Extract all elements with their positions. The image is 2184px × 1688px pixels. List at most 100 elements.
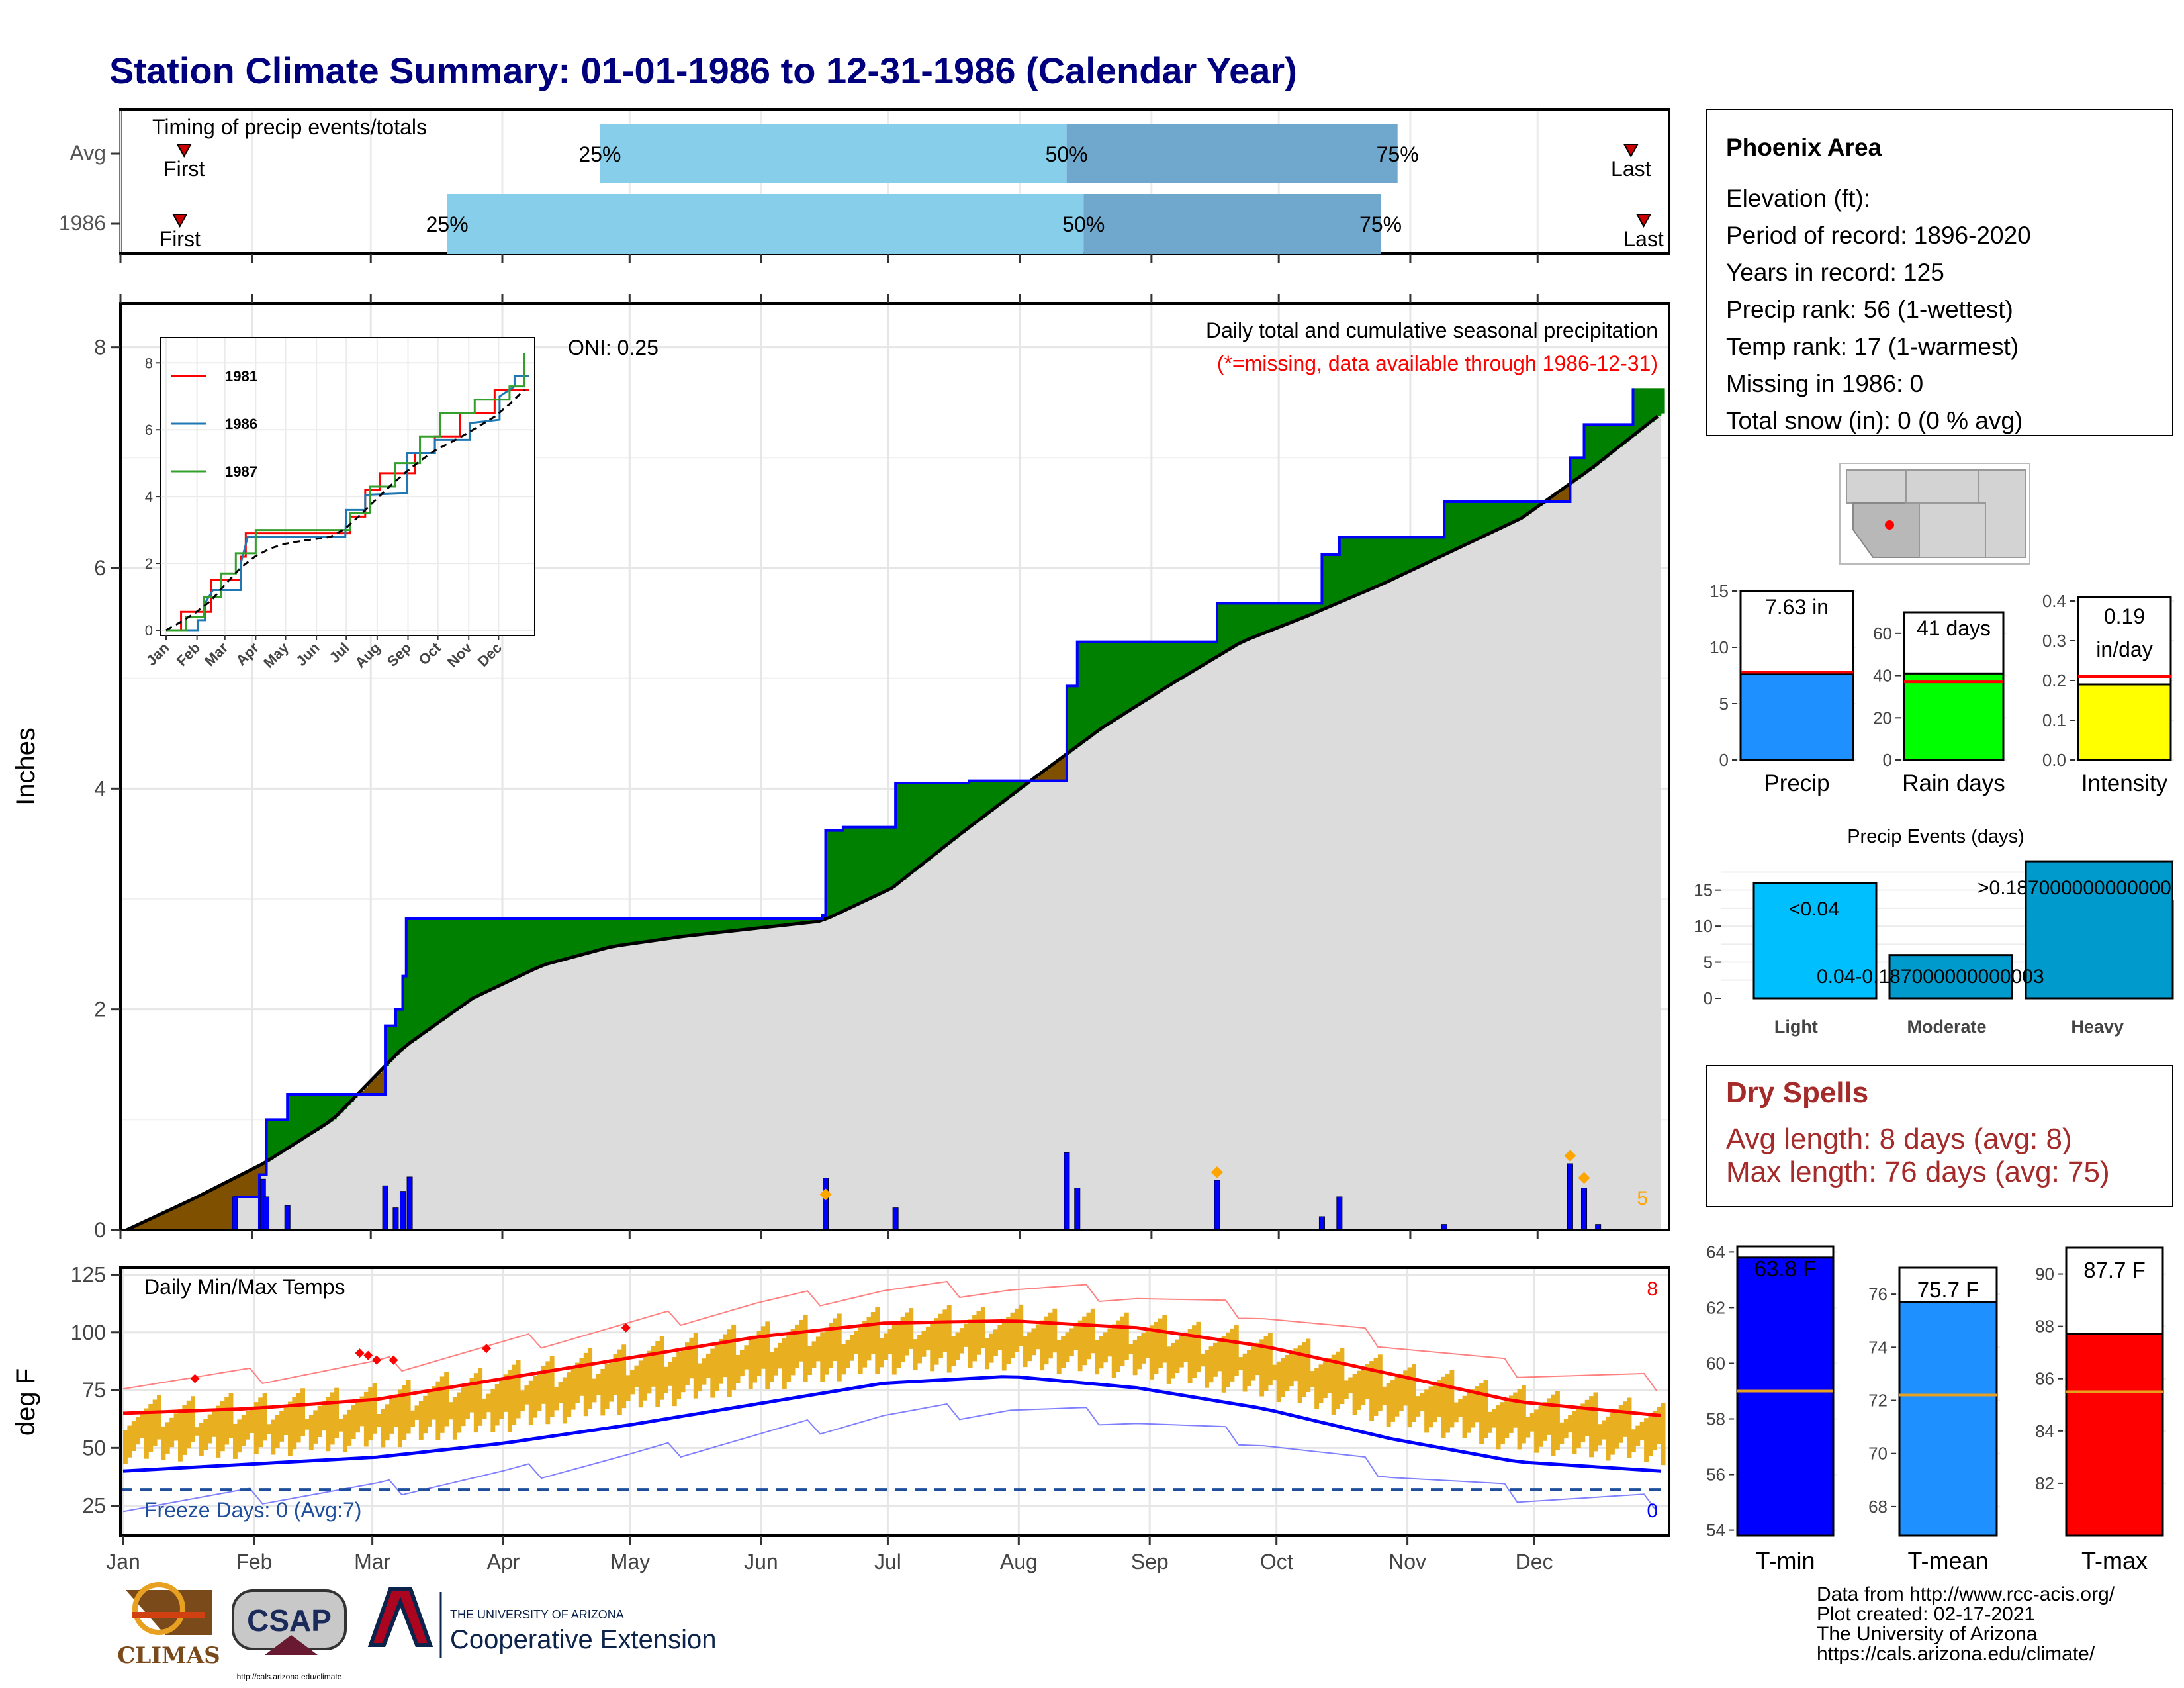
precip-anomaly-above-day-84 <box>416 919 421 1038</box>
timing-label-last-year: Last <box>1623 227 1664 251</box>
ua-logo: THE UNIVERSITY OF ARIZONA Cooperative Ex… <box>367 1587 716 1658</box>
temp-daily-range-day-21 <box>212 1410 216 1437</box>
record-low-count: 0 <box>1647 1500 1658 1522</box>
precip-anomaly-above-day-360 <box>1381 537 1386 585</box>
precip-anomaly-below-day-8 <box>151 1218 156 1230</box>
precip-bar-upper-intensity <box>2077 596 2172 686</box>
precip-anomaly-below-day-264 <box>1046 769 1050 781</box>
precip-anomaly-above-day-235 <box>944 783 948 847</box>
precip-anomaly-above-day-327 <box>1265 603 1270 633</box>
precip-anomaly-above-day-122 <box>549 919 554 964</box>
temp-bar-tick-label-t-mean-70: 70 <box>1868 1444 1888 1464</box>
precip-anomaly-above-day-357 <box>1371 537 1375 589</box>
temp-daily-range-day-98 <box>537 1371 542 1411</box>
temp-daily-range-day-38 <box>283 1406 289 1436</box>
precip-anomaly-above-day-346 <box>1332 555 1337 606</box>
precip-anomaly-above-day-156 <box>668 919 672 939</box>
temp-xtick-label-jul: Jul <box>874 1550 901 1573</box>
timing-row-label-avg: Avg <box>69 141 106 165</box>
precip-anomaly-above-day-205 <box>839 830 844 913</box>
temp-daily-range-day-176 <box>866 1317 872 1361</box>
precip-anomaly-above-day-328 <box>1269 603 1274 631</box>
temp-daily-range-day-253 <box>1192 1325 1197 1378</box>
timing-label-q75-avg: 75% <box>1377 142 1419 166</box>
precip-anomaly-below-day-28 <box>220 1185 225 1230</box>
precip-anomaly-above-day-218 <box>885 827 889 892</box>
precip-anomaly-above-day-157 <box>672 919 676 938</box>
daily-precip-bar-day-32 <box>232 1196 238 1231</box>
temp-bar-tick-label-t-mean-68: 68 <box>1868 1497 1888 1517</box>
precip-anomaly-above-day-386 <box>1472 502 1477 541</box>
temp-daily-range-day-135 <box>693 1333 698 1399</box>
precip-anomaly-above-day-371 <box>1420 537 1424 567</box>
precip-anomaly-above-day-314 <box>1220 603 1225 655</box>
station-temp-rank: Temp rank: 17 (1-warmest) <box>1726 333 2019 360</box>
precip-anomaly-above-day-108 <box>500 919 505 985</box>
temp-daily-range-day-307 <box>1420 1393 1425 1411</box>
temp-daily-range-day-100 <box>545 1361 551 1425</box>
precip-anomaly-above-day-234 <box>940 783 945 849</box>
temp-bar-tick-label-t-min-56: 56 <box>1706 1465 1725 1485</box>
precip-anomaly-above-day-145 <box>629 919 634 944</box>
precip-anomaly-above-day-272 <box>1073 686 1078 749</box>
temp-daily-range-day-180 <box>884 1333 888 1361</box>
precip-anomaly-below-day-73 <box>378 1072 383 1094</box>
precip-anomaly-above-day-355 <box>1363 537 1368 592</box>
precip-anomaly-above-day-155 <box>664 919 669 939</box>
temp-daily-range-day-90 <box>503 1374 508 1412</box>
inset-legend-label-1981: 1981 <box>225 368 257 385</box>
precip-anomaly-above-day-179 <box>749 919 753 929</box>
temp-bar-tick-label-t-min-60: 60 <box>1706 1353 1725 1373</box>
precip-anomaly-above-day-249 <box>993 780 997 809</box>
temp-y-axis-title: deg F <box>11 1368 40 1436</box>
precip-anomaly-above-day-399 <box>1518 502 1522 520</box>
precip-bar-upper-precip <box>1739 590 1854 675</box>
daily-precip-bar-day-418 <box>1581 1188 1588 1231</box>
temp-daily-range-day-51 <box>338 1419 343 1432</box>
precip-anomaly-below-day-36 <box>249 1170 253 1197</box>
temp-daily-range-day-203 <box>980 1307 985 1349</box>
timing-title: Timing of precip events/totals <box>152 115 427 139</box>
temp-daily-range-day-181 <box>887 1329 893 1354</box>
temp-daily-range-day-228 <box>1086 1312 1091 1360</box>
precip-anomaly-below-day-5 <box>140 1223 145 1230</box>
precip-anomaly-above-day-351 <box>1349 537 1354 598</box>
temp-daily-range-day-118 <box>621 1344 627 1409</box>
event-axis-label-heavy: Heavy <box>2071 1017 2124 1037</box>
temp-daily-range-day-198 <box>959 1328 964 1354</box>
temp-daily-range-day-258 <box>1212 1342 1218 1377</box>
temp-daily-range-day-285 <box>1327 1358 1332 1393</box>
precip-anomaly-above-day-332 <box>1283 603 1288 626</box>
temp-daily-range-day-236 <box>1120 1316 1125 1366</box>
temp-daily-range-day-54 <box>351 1405 356 1440</box>
temp-daily-range-day-200 <box>968 1319 973 1368</box>
precip-anomaly-above-day-160 <box>682 919 686 937</box>
station-precip-rank: Precip rank: 56 (1-wettest) <box>1726 296 2013 323</box>
temp-daily-range-day-85 <box>482 1398 487 1419</box>
locator-map <box>1839 463 2030 565</box>
precip-anomaly-above-day-161 <box>686 919 690 937</box>
precip-anomaly-above-day-100 <box>473 919 477 998</box>
temp-xtick-label-jun: Jun <box>744 1550 778 1573</box>
temp-daily-range-day-16 <box>191 1396 196 1442</box>
precip-anomaly-above-day-317 <box>1231 603 1236 649</box>
precip-anomaly-above-day-284 <box>1115 641 1120 720</box>
precip-anomaly-below-day-266 <box>1052 764 1057 781</box>
temp-daily-range-day-160 <box>799 1319 804 1362</box>
temp-daily-range-day-298 <box>1382 1386 1387 1405</box>
event-label-clip <box>2173 861 2184 900</box>
precip-anomaly-below-day-69 <box>364 1087 369 1094</box>
precip-anomaly-above-day-82 <box>410 919 414 1043</box>
temp-daily-range-day-158 <box>790 1329 796 1376</box>
event-bar-label-light: <0.04 <box>1789 898 1839 920</box>
temp-xtick-label-oct: Oct <box>1260 1550 1293 1573</box>
precip-anomaly-above-day-236 <box>948 783 952 844</box>
temp-daily-range-day-39 <box>287 1401 293 1456</box>
temp-daily-range-day-252 <box>1187 1329 1193 1383</box>
temp-daily-range-day-15 <box>186 1400 191 1449</box>
temp-daily-range-day-223 <box>1065 1332 1070 1362</box>
precip-anomaly-above-day-427 <box>1615 424 1619 449</box>
temp-daily-range-day-50 <box>334 1387 340 1438</box>
temp-daily-range-day-109 <box>583 1352 588 1417</box>
precip-anomaly-above-day-361 <box>1385 537 1389 583</box>
